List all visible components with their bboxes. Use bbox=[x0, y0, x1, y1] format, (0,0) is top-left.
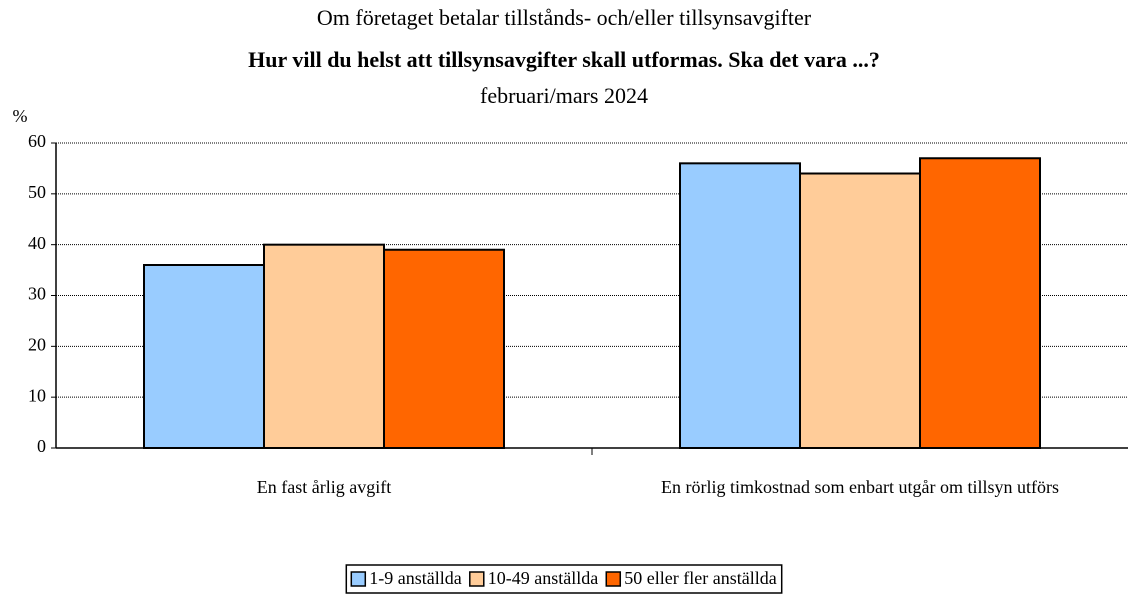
y-tick-label: 60 bbox=[28, 131, 46, 151]
bar bbox=[919, 157, 1041, 449]
bar bbox=[143, 264, 265, 449]
legend: 1-9 anställda 10-49 anställda 50 eller fle… bbox=[345, 564, 783, 594]
bar bbox=[679, 162, 801, 449]
legend-swatch bbox=[469, 571, 485, 587]
legend-swatch bbox=[605, 571, 622, 587]
bar bbox=[383, 248, 505, 449]
y-tick-label: 30 bbox=[28, 284, 46, 304]
legend-frame bbox=[345, 564, 783, 594]
legend-label: 50 eller fler anställda bbox=[624, 568, 776, 588]
y-tick-label: 0 bbox=[37, 436, 46, 456]
legend-label: 10-49 anställda bbox=[488, 568, 598, 588]
bar bbox=[799, 172, 921, 449]
y-tick-label: 50 bbox=[28, 182, 46, 202]
chart-date: februari/mars 2024 bbox=[480, 83, 648, 108]
y-tick-label: 40 bbox=[28, 233, 46, 253]
chart-title: Om företaget betalar tillstånds- och/ell… bbox=[317, 5, 812, 30]
y-axis-label: % bbox=[13, 106, 28, 126]
x-tick-label-box: En rörlig timkostnad som enbart utgår om… bbox=[661, 477, 1059, 497]
x-tick-label: En fast årlig avgift bbox=[256, 477, 392, 497]
y-tick-label: 20 bbox=[28, 334, 46, 354]
x-tick-label: En rörlig timkostnad som enbart utgår om… bbox=[661, 477, 1059, 497]
legend-swatch bbox=[350, 571, 367, 587]
x-tick-label-box: En fast årlig avgift bbox=[256, 477, 392, 497]
legend-label: 1-9 anställda bbox=[369, 568, 461, 588]
chart-subtitle: Hur vill du helst att tillsynsavgifter s… bbox=[248, 47, 880, 72]
y-tick-label: 10 bbox=[28, 385, 46, 405]
bar bbox=[263, 243, 385, 449]
